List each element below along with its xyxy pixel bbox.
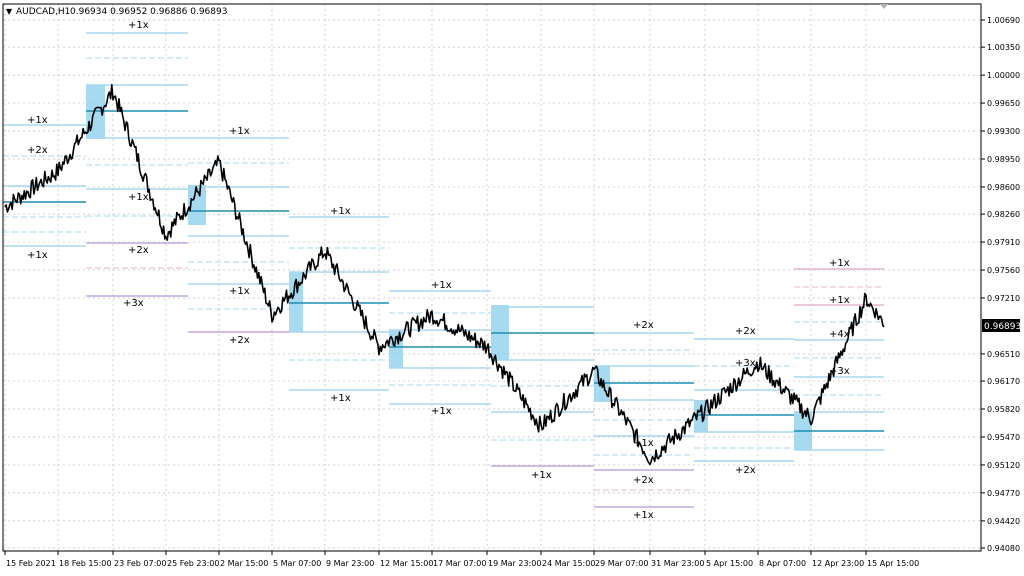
x-tick-label: 17 Mar 07:00	[433, 559, 486, 568]
scroll-marker-icon[interactable]	[880, 4, 888, 9]
level-label: +3x	[123, 298, 144, 309]
level-label: +3x	[735, 358, 756, 369]
price-series	[4, 84, 885, 466]
level-label: +1x	[531, 470, 552, 481]
x-tick-label: 2 Mar 15:00	[220, 559, 268, 568]
level-label: +1x	[431, 406, 452, 417]
x-tick-label: 12 Apr 23:00	[812, 559, 864, 568]
x-tick-label: 15 Apr 15:00	[867, 559, 919, 568]
range-box	[389, 330, 403, 368]
current-price-label: 0.96893	[982, 319, 1021, 332]
level-label: +2x	[128, 245, 149, 256]
level-label: +1x	[633, 510, 654, 521]
x-tick-label: 23 Feb 07:00	[114, 559, 166, 568]
level-label: +2x	[229, 335, 250, 346]
x-tick-label: 15 Feb 2021	[6, 559, 56, 568]
y-tick-label: 0.98950	[987, 155, 1020, 164]
range-box	[188, 185, 206, 225]
y-tick-label: 0.98600	[987, 183, 1020, 192]
x-tick-label: 18 Feb 15:00	[59, 559, 111, 568]
y-tick-label: 0.94770	[987, 489, 1020, 498]
x-tick-label: 25 Feb 23:00	[167, 559, 219, 568]
y-tick-label: 0.95120	[987, 461, 1020, 470]
y-tick-label: 0.98260	[987, 210, 1020, 219]
x-tick-label: 9 Mar 23:00	[326, 559, 374, 568]
level-label: +2x	[735, 465, 756, 476]
x-tick-label: 5 Mar 07:00	[273, 559, 321, 568]
level-label: +1x	[633, 438, 654, 449]
x-tick-label: 8 Apr 07:00	[759, 559, 806, 568]
x-tick-label: 19 Mar 23:00	[488, 559, 541, 568]
price-line	[4, 84, 885, 466]
current-price-value: 0.96893	[984, 322, 1021, 332]
level-label: +1x	[829, 295, 850, 306]
level-lines	[3, 32, 884, 508]
level-label: +1x	[229, 286, 250, 297]
level-label: +1x	[27, 250, 48, 261]
level-label: +1x	[128, 192, 149, 203]
y-tick-label: 0.96510	[987, 350, 1020, 359]
x-tick-label: 31 Mar 23:00	[651, 559, 704, 568]
chart-menu-icon[interactable]: ▼	[6, 7, 13, 16]
y-tick-label: 0.95820	[987, 405, 1020, 414]
y-tick-label: 1.00350	[987, 43, 1020, 52]
plot-border	[2, 3, 982, 552]
y-tick-label: 0.99300	[987, 127, 1020, 136]
level-label: +1x	[27, 115, 48, 126]
y-tick-label: 0.97210	[987, 294, 1020, 303]
level-label: +2x	[633, 475, 654, 486]
y-axis: 1.00690 1.00350 1.00000 0.99650 0.99300 0.989…	[981, 16, 1020, 553]
level-label: +1x	[330, 206, 351, 217]
y-tick-label: 0.96170	[987, 377, 1020, 386]
x-tick-label: 24 Mar 15:00	[542, 559, 595, 568]
range-box	[289, 272, 303, 332]
y-tick-label: 0.97910	[987, 238, 1020, 247]
y-tick-label: 0.94080	[987, 544, 1020, 553]
level-label: +2x	[735, 326, 756, 337]
y-tick-label: 0.94420	[987, 517, 1020, 526]
chart-header: ▼ AUDCAD,H1 0.96934 0.96952 0.96886 0.96…	[6, 7, 227, 17]
y-tick-label: 0.97560	[987, 266, 1020, 275]
y-tick-label: 1.00690	[987, 16, 1020, 25]
y-tick-label: 0.95470	[987, 433, 1020, 442]
level-label: +1x	[431, 280, 452, 291]
y-tick-label: 1.00000	[987, 71, 1020, 80]
level-label: +1x	[229, 126, 250, 137]
x-tick-label: 29 Mar 07:00	[595, 559, 648, 568]
grid	[3, 4, 981, 551]
level-label: +1x	[829, 258, 850, 269]
x-tick-label: 12 Mar 15:00	[380, 559, 433, 568]
x-tick-label: 5 Apr 15:00	[706, 559, 753, 568]
x-axis: 15 Feb 2021 18 Feb 15:00 23 Feb 07:00 25 Fe…	[4, 551, 919, 568]
level-label: +2x	[27, 145, 48, 156]
level-label: +3x	[829, 366, 850, 377]
level-label: +1x	[128, 20, 149, 31]
level-label: +1x	[330, 393, 351, 404]
level-label: +4x	[829, 329, 850, 340]
symbol-title: AUDCAD,H1	[16, 7, 70, 17]
y-tick-label: 0.99650	[987, 99, 1020, 108]
range-box	[86, 85, 105, 139]
level-label: +2x	[633, 320, 654, 331]
level-annotations: +1x +2x +1x +1x +1x +2x +3x +1x +1x +2x +1x +1x +1x +…	[27, 20, 850, 521]
ohlc-values: 0.96934 0.96952 0.96886 0.96893	[70, 7, 227, 17]
